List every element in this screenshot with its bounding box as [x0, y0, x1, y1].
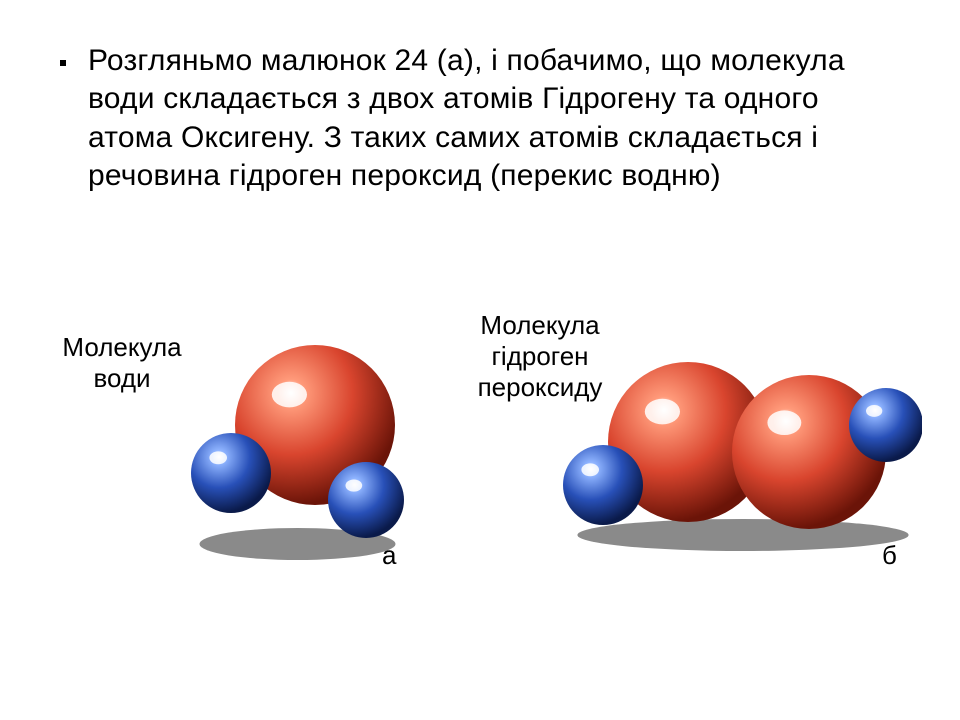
specular-highlight	[209, 451, 227, 464]
specular-highlight	[581, 463, 599, 476]
molecule-svg	[52, 310, 922, 570]
figure-area: Молекула води Молекула гідроген пероксид…	[52, 310, 908, 600]
hydrogen-atom	[563, 445, 643, 525]
bullet-icon	[60, 60, 66, 66]
specular-highlight	[866, 405, 882, 417]
hydrogen-atom	[849, 388, 922, 462]
hydrogen-atom	[191, 433, 271, 513]
specular-highlight	[767, 410, 801, 435]
specular-highlight	[345, 479, 362, 491]
body-text: Розгляньмо малюнок 24 (а), і побачимо, щ…	[88, 42, 900, 196]
hydrogen-atom	[328, 462, 404, 538]
specular-highlight	[645, 399, 680, 425]
slide: Розгляньмо малюнок 24 (а), і побачимо, щ…	[0, 0, 960, 720]
specular-highlight	[272, 382, 307, 408]
bullet-row: Розгляньмо малюнок 24 (а), і побачимо, щ…	[60, 42, 900, 196]
floor-shadow	[577, 519, 908, 551]
